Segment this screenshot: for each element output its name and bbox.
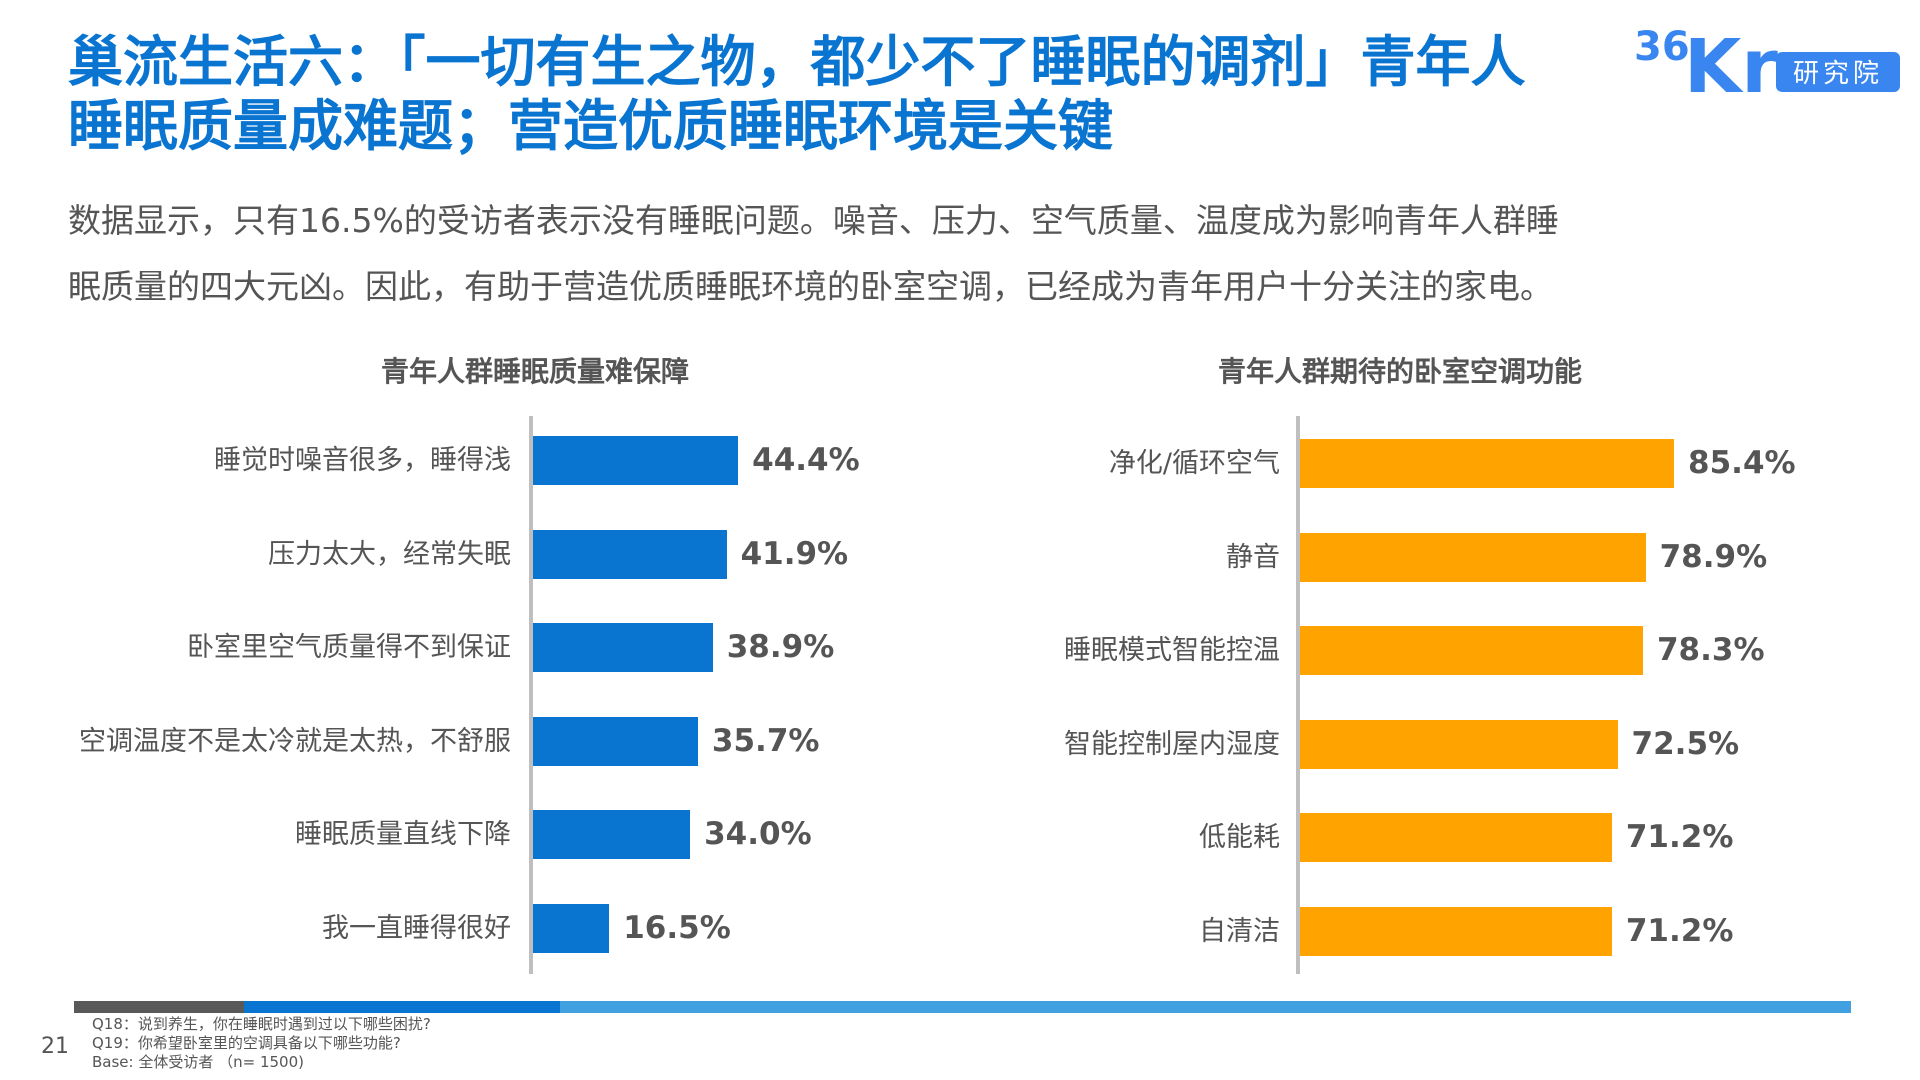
bar (1300, 719, 1618, 769)
bar (533, 529, 727, 579)
bar (1300, 439, 1675, 488)
bar (533, 436, 739, 485)
value-label: 34.0% (704, 816, 812, 853)
bar (1300, 626, 1643, 676)
svg-text:36: 36 (1634, 24, 1690, 70)
category-label: 睡眠模式智能控温 (1064, 635, 1280, 667)
bar (533, 716, 698, 766)
value-label: 78.3% (1656, 632, 1765, 669)
36kr-research-logo: 36 Kr 研究院 (1634, 24, 1900, 94)
value-label: 44.4% (752, 442, 860, 478)
svg-text:研究院: 研究院 (1793, 59, 1883, 89)
footer-bar-lightblue (560, 1001, 1851, 1013)
category-label: 智能控制屋内湿度 (1064, 728, 1280, 760)
bar (1300, 813, 1612, 863)
summary-text: 数据显示，只有16.5%的受访者表示没有睡眠问题。噪音、压力、空气质量、温度成为… (68, 188, 1768, 320)
value-label: 41.9% (740, 535, 849, 572)
category-label: 睡眠质量直线下降 (295, 819, 511, 851)
value-label: 71.2% (1625, 913, 1734, 949)
category-label: 卧室里空气质量得不到保证 (187, 632, 511, 664)
category-label: 睡觉时噪音很多，睡得浅 (214, 445, 511, 476)
svg-text:Kr: Kr (1684, 24, 1778, 94)
value-label: 35.7% (711, 722, 820, 759)
category-label: 静音 (1226, 541, 1280, 573)
category-label: 我一直睡得很好 (322, 913, 511, 944)
bar (1300, 907, 1612, 956)
category-label: 净化/循环空气 (1108, 448, 1280, 479)
value-label: 16.5% (623, 910, 731, 946)
bar (533, 623, 713, 673)
category-label: 空调温度不是太冷就是太热，不舒服 (79, 725, 511, 757)
page-title: 巢流生活六：「一切有生之物，都少不了睡眠的调剂」青年人 睡眠质量成难题；营造优质… (68, 30, 1608, 158)
page-number: 21 (41, 1034, 69, 1059)
value-label: 85.4% (1688, 445, 1796, 481)
footer-bar-blue (244, 1001, 560, 1013)
value-label: 78.9% (1659, 538, 1768, 575)
chart-axis (529, 416, 533, 974)
category-label: 低能耗 (1199, 822, 1280, 854)
category-label: 自清洁 (1199, 916, 1280, 947)
chart-title: 青年人群睡眠质量难保障 (380, 355, 689, 388)
title-line-1: 巢流生活六：「一切有生之物，都少不了睡眠的调剂」青年人 (68, 30, 1526, 94)
bar (533, 904, 610, 953)
value-label: 38.9% (726, 629, 835, 666)
footnote-q19: Q19：你希望卧室里的空调具备以下哪些功能? (92, 1034, 401, 1052)
value-label: 71.2% (1625, 819, 1734, 856)
title-line-2: 睡眠质量成难题；营造优质睡眠环境是关键 (68, 94, 1114, 158)
bar (533, 810, 691, 860)
footnote-q18: Q18：说到养生，你在睡眠时遇到过以下哪些困扰? (92, 1015, 431, 1033)
footer-bar-gray (74, 1001, 244, 1013)
summary-line-2: 眠质量的四大元凶。因此，有助于营造优质睡眠环境的卧室空调，已经成为青年用户十分关… (68, 267, 1553, 306)
chart-title: 青年人群期待的卧室空调功能 (1217, 355, 1582, 388)
summary-line-1: 数据显示，只有16.5%的受访者表示没有睡眠问题。噪音、压力、空气质量、温度成为… (68, 201, 1559, 240)
category-label: 压力太大，经常失眠 (268, 538, 511, 570)
footnote-base: Base: 全体受访者 （n= 1500) (92, 1053, 304, 1071)
chart-axis (1296, 416, 1300, 974)
bar (1300, 532, 1646, 582)
value-label: 72.5% (1631, 725, 1740, 762)
footnotes: Q18：说到养生，你在睡眠时遇到过以下哪些困扰? Q19：你希望卧室里的空调具备… (92, 1015, 431, 1072)
